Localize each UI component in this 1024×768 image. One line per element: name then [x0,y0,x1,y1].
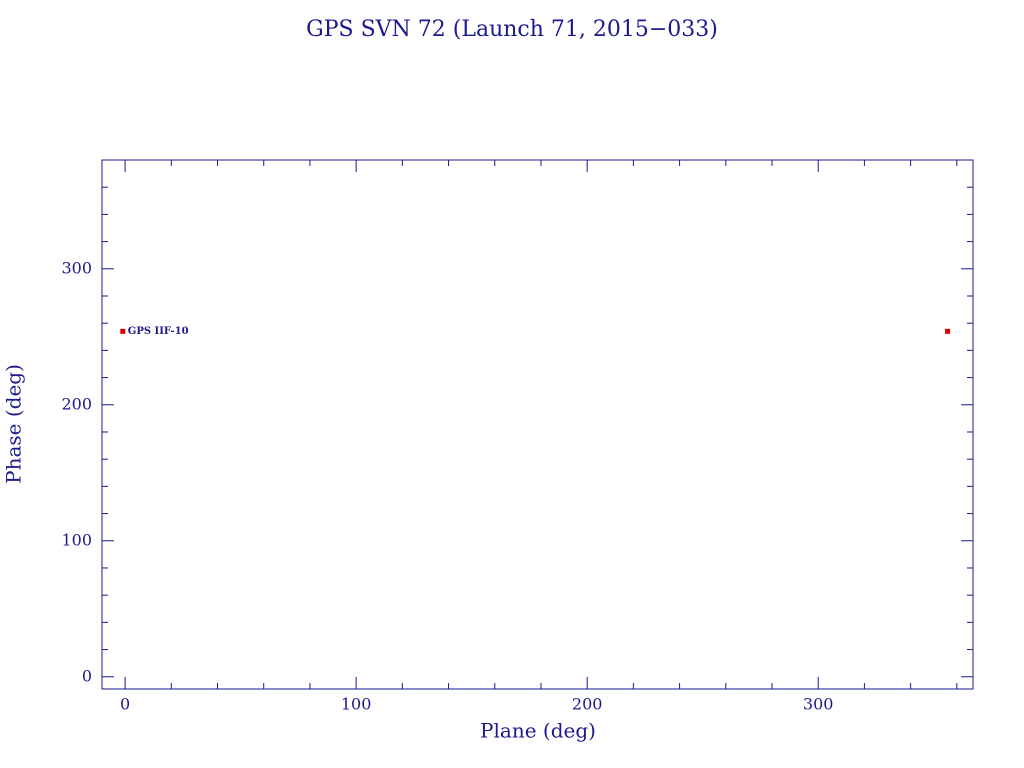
scatter-point [120,328,126,334]
y-tick-label: 200 [61,394,92,413]
chart-title: GPS SVN 72 (Launch 71, 2015−033) [306,17,718,42]
y-tick-label: 100 [61,530,92,549]
y-tick-label: 0 [82,666,92,685]
y-tick-label: 300 [61,258,92,277]
plot-frame [101,159,974,690]
x-tick-label: 0 [120,695,130,714]
scatter-point [945,328,951,334]
x-axis-label: Plane (deg) [480,719,596,743]
x-tick-label: 300 [803,695,834,714]
point-label: GPS IIF-10 [128,326,189,337]
x-tick-label: 200 [572,695,603,714]
y-axis-label: Phase (deg) [2,364,26,484]
x-tick-label: 100 [341,695,372,714]
